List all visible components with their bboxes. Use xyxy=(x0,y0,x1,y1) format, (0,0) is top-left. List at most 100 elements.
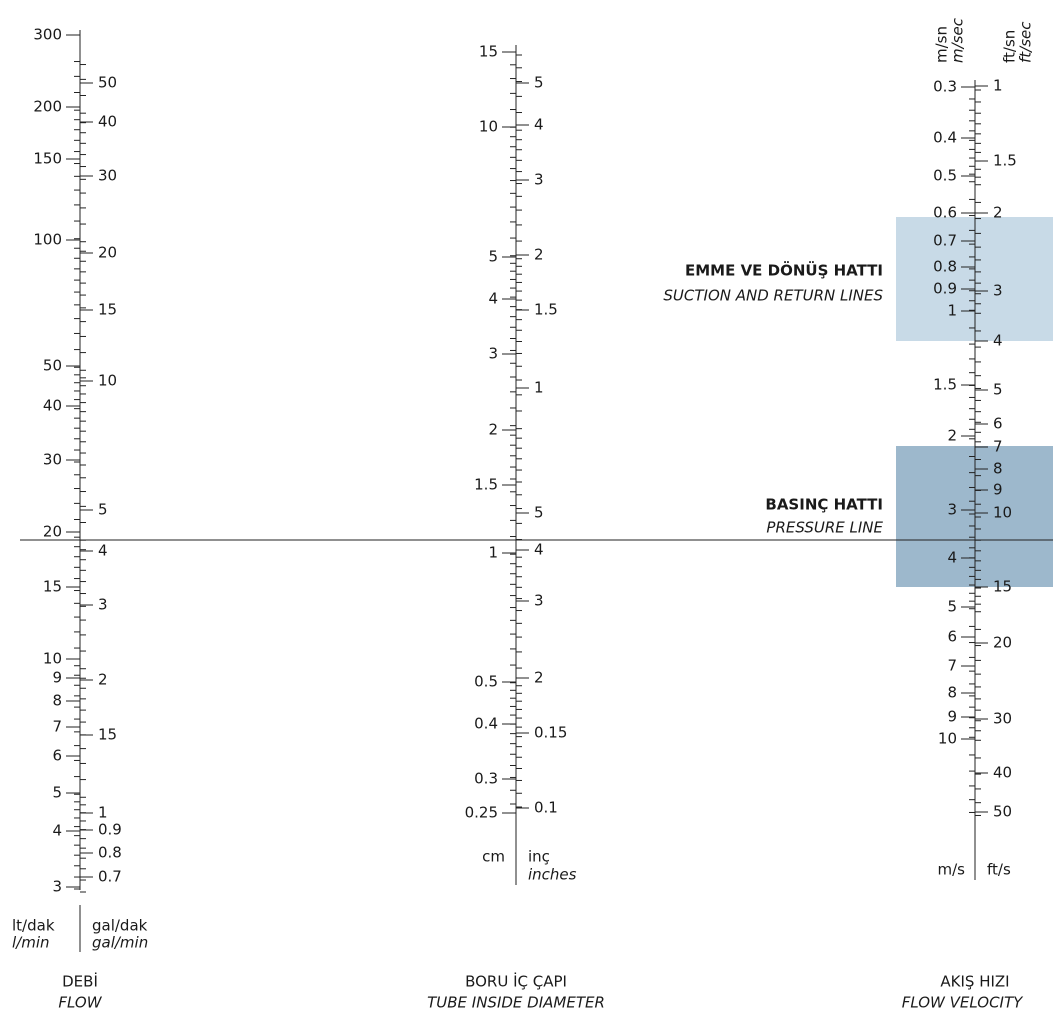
tick-label: 5 xyxy=(534,74,544,92)
tick-label: 15 xyxy=(993,578,1012,596)
tick-label: 0.4 xyxy=(933,129,957,147)
tick-label: 6 xyxy=(52,747,62,765)
tick-label: 0.7 xyxy=(98,868,122,886)
tick-label: 5 xyxy=(52,784,62,802)
tick-label: 0.6 xyxy=(933,204,957,222)
tick-label: 15 xyxy=(479,43,498,61)
header-en: ft/sec xyxy=(1017,21,1035,63)
tick-label: 6 xyxy=(947,628,957,646)
tick-label: 0.1 xyxy=(534,799,558,817)
tick-label: 40 xyxy=(98,113,117,131)
header-en: m/sec xyxy=(949,17,967,63)
tick-label: 0.8 xyxy=(98,844,122,862)
unit: gal/dak xyxy=(92,917,148,935)
tick-label: 3 xyxy=(534,171,544,189)
tick-label: 4 xyxy=(534,541,544,559)
tick-label: 1.5 xyxy=(474,476,498,494)
tick-label: 20 xyxy=(98,244,117,262)
tick-label: 1 xyxy=(947,302,957,320)
tick-label: 2 xyxy=(98,671,108,689)
tick-label: 3 xyxy=(98,596,108,614)
header: m/sn xyxy=(933,26,951,63)
tick-label: 4 xyxy=(993,332,1003,350)
header: ft/sn xyxy=(1001,30,1019,63)
tick-label: 3 xyxy=(488,345,498,363)
unit: cm xyxy=(482,848,505,866)
tick-label: 1.5 xyxy=(534,301,558,319)
tick-label: 7 xyxy=(947,657,957,675)
tick-label: 7 xyxy=(52,718,62,736)
tick-label: 7 xyxy=(993,438,1003,456)
tick-label: 15 xyxy=(98,301,117,319)
tick-label: 0.3 xyxy=(474,770,498,788)
tick-label: 2 xyxy=(534,669,544,687)
tick-label: 0.8 xyxy=(933,258,957,276)
tick-label: 1 xyxy=(534,379,544,397)
scale-title: AKIŞ HIZI xyxy=(940,973,1009,991)
tick-label: 2 xyxy=(534,246,544,264)
tick-label: 40 xyxy=(43,397,62,415)
tick-label: 0.9 xyxy=(933,280,957,298)
tick-label: 4 xyxy=(98,542,108,560)
tick-label: 50 xyxy=(993,803,1012,821)
tick-label: 15 xyxy=(43,578,62,596)
zone-label: BASINÇ HATTI xyxy=(765,496,883,514)
tick-label: 3 xyxy=(534,592,544,610)
tick-label: 10 xyxy=(98,372,117,390)
tick-label: 5 xyxy=(98,501,108,519)
tick-label: 2 xyxy=(488,421,498,439)
scale-title-en: TUBE INSIDE DIAMETER xyxy=(427,994,605,1012)
tick-label: 0.5 xyxy=(474,673,498,691)
tick-label: 0.4 xyxy=(474,715,498,733)
tick-label: 5 xyxy=(947,598,957,616)
tick-label: 100 xyxy=(33,231,62,249)
tick-label: 1.5 xyxy=(933,376,957,394)
unit: inç xyxy=(528,848,550,866)
tick-label: 9 xyxy=(947,708,957,726)
tick-label: 8 xyxy=(52,692,62,710)
scale-title: BORU İÇ ÇAPI xyxy=(465,972,567,991)
tick-label: 9 xyxy=(52,669,62,687)
tick-label: 6 xyxy=(993,415,1003,433)
tick-label: 0.25 xyxy=(465,804,498,822)
scale-title-en: FLOW VELOCITY xyxy=(902,994,1024,1012)
tick-label: 5 xyxy=(993,381,1003,399)
unit-en: inches xyxy=(528,866,577,884)
tick-label: 30 xyxy=(993,710,1012,728)
tick-label: 3 xyxy=(993,282,1003,300)
tick-label: 3 xyxy=(947,501,957,519)
scale-title: DEBİ xyxy=(62,972,98,991)
tick-label: 2 xyxy=(947,427,957,445)
tick-label: 4 xyxy=(534,116,544,134)
tick-label: 10 xyxy=(43,650,62,668)
unit: m/s xyxy=(938,861,966,879)
unit-en: l/min xyxy=(12,934,50,952)
tick-label: 1 xyxy=(993,77,1003,95)
tick-label: 0.9 xyxy=(98,821,122,839)
tick-label: 1 xyxy=(488,544,498,562)
tick-label: 150 xyxy=(33,150,62,168)
tick-label: 8 xyxy=(993,460,1003,478)
tick-label: 4 xyxy=(52,822,62,840)
tick-label: 0.15 xyxy=(534,724,567,742)
zone-label: EMME VE DÖNÜŞ HATTI xyxy=(685,261,883,280)
tick-label: 2 xyxy=(993,204,1003,222)
tick-label: 1 xyxy=(98,804,108,822)
unit: ft/s xyxy=(987,861,1011,879)
tick-label: 0.7 xyxy=(933,232,957,250)
tick-label: 5 xyxy=(534,504,544,522)
tick-label: 30 xyxy=(98,167,117,185)
tick-label: 30 xyxy=(43,451,62,469)
tick-label: 8 xyxy=(947,684,957,702)
unit-en: gal/min xyxy=(92,934,148,952)
scale-title-en: FLOW xyxy=(58,994,102,1012)
tick-label: 20 xyxy=(993,634,1012,652)
tick-label: 50 xyxy=(43,357,62,375)
zone-label-en: SUCTION AND RETURN LINES xyxy=(663,287,883,305)
tick-label: 300 xyxy=(33,26,62,44)
tick-label: 10 xyxy=(938,730,957,748)
tick-label: 200 xyxy=(33,98,62,116)
tick-label: 0.5 xyxy=(933,167,957,185)
tick-label: 9 xyxy=(993,481,1003,499)
